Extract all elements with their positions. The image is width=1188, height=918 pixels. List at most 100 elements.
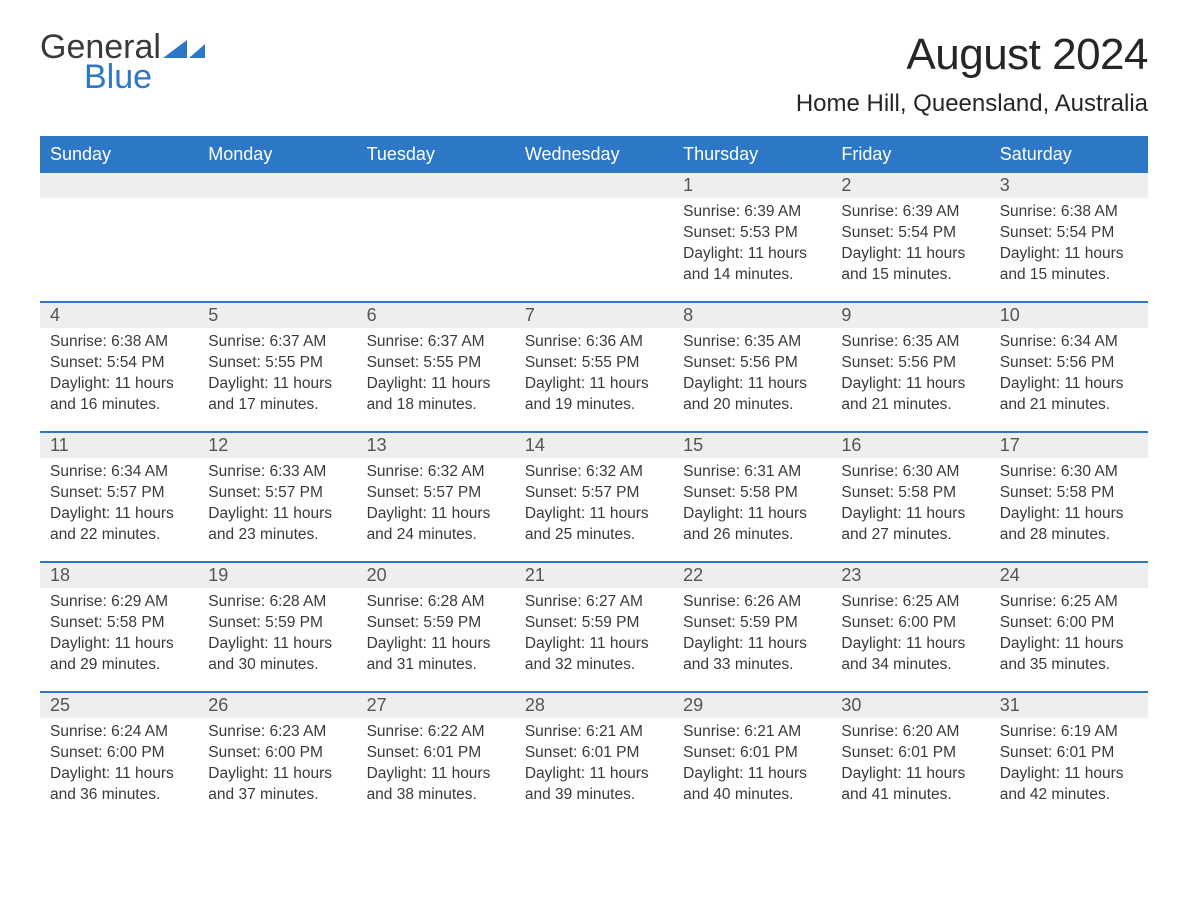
day-number: 10	[990, 303, 1148, 328]
day-cell: 22Sunrise: 6:26 AMSunset: 5:59 PMDayligh…	[673, 563, 831, 691]
day-body: Sunrise: 6:22 AMSunset: 6:01 PMDaylight:…	[357, 718, 515, 814]
day-number	[515, 173, 673, 198]
daylight-line: Daylight: 11 hours and 23 minutes.	[208, 504, 346, 546]
day-cell: 13Sunrise: 6:32 AMSunset: 5:57 PMDayligh…	[357, 433, 515, 561]
sunset-line: Sunset: 5:57 PM	[208, 483, 346, 504]
day-cell: 8Sunrise: 6:35 AMSunset: 5:56 PMDaylight…	[673, 303, 831, 431]
day-cell: 12Sunrise: 6:33 AMSunset: 5:57 PMDayligh…	[198, 433, 356, 561]
day-number: 12	[198, 433, 356, 458]
sunrise-line: Sunrise: 6:38 AM	[1000, 202, 1138, 223]
sunset-line: Sunset: 5:55 PM	[525, 353, 663, 374]
day-body: Sunrise: 6:30 AMSunset: 5:58 PMDaylight:…	[831, 458, 989, 554]
day-cell: 26Sunrise: 6:23 AMSunset: 6:00 PMDayligh…	[198, 693, 356, 821]
day-cell: 15Sunrise: 6:31 AMSunset: 5:58 PMDayligh…	[673, 433, 831, 561]
day-cell: 31Sunrise: 6:19 AMSunset: 6:01 PMDayligh…	[990, 693, 1148, 821]
weeks-container: 1Sunrise: 6:39 AMSunset: 5:53 PMDaylight…	[40, 173, 1148, 821]
day-cell: 5Sunrise: 6:37 AMSunset: 5:55 PMDaylight…	[198, 303, 356, 431]
day-number: 8	[673, 303, 831, 328]
day-body: Sunrise: 6:20 AMSunset: 6:01 PMDaylight:…	[831, 718, 989, 814]
day-cell: 9Sunrise: 6:35 AMSunset: 5:56 PMDaylight…	[831, 303, 989, 431]
day-number: 20	[357, 563, 515, 588]
daylight-line: Daylight: 11 hours and 15 minutes.	[841, 244, 979, 286]
sunset-line: Sunset: 5:57 PM	[525, 483, 663, 504]
sunrise-line: Sunrise: 6:39 AM	[683, 202, 821, 223]
daylight-line: Daylight: 11 hours and 27 minutes.	[841, 504, 979, 546]
day-body: Sunrise: 6:36 AMSunset: 5:55 PMDaylight:…	[515, 328, 673, 424]
day-number: 28	[515, 693, 673, 718]
sunrise-line: Sunrise: 6:21 AM	[525, 722, 663, 743]
daylight-line: Daylight: 11 hours and 35 minutes.	[1000, 634, 1138, 676]
day-cell: 1Sunrise: 6:39 AMSunset: 5:53 PMDaylight…	[673, 173, 831, 301]
day-body	[40, 198, 198, 210]
daylight-line: Daylight: 11 hours and 32 minutes.	[525, 634, 663, 676]
day-number: 11	[40, 433, 198, 458]
sunrise-line: Sunrise: 6:25 AM	[841, 592, 979, 613]
month-title: August 2024	[796, 30, 1148, 80]
day-body: Sunrise: 6:24 AMSunset: 6:00 PMDaylight:…	[40, 718, 198, 814]
sunset-line: Sunset: 5:58 PM	[841, 483, 979, 504]
sunset-line: Sunset: 6:01 PM	[1000, 743, 1138, 764]
sunrise-line: Sunrise: 6:35 AM	[841, 332, 979, 353]
dow-header-row: Sunday Monday Tuesday Wednesday Thursday…	[40, 136, 1148, 173]
sunrise-line: Sunrise: 6:28 AM	[367, 592, 505, 613]
daylight-line: Daylight: 11 hours and 21 minutes.	[841, 374, 979, 416]
week-row: 4Sunrise: 6:38 AMSunset: 5:54 PMDaylight…	[40, 301, 1148, 431]
daylight-line: Daylight: 11 hours and 15 minutes.	[1000, 244, 1138, 286]
day-cell: 29Sunrise: 6:21 AMSunset: 6:01 PMDayligh…	[673, 693, 831, 821]
daylight-line: Daylight: 11 hours and 29 minutes.	[50, 634, 188, 676]
sunset-line: Sunset: 5:58 PM	[50, 613, 188, 634]
day-body: Sunrise: 6:32 AMSunset: 5:57 PMDaylight:…	[357, 458, 515, 554]
day-body: Sunrise: 6:30 AMSunset: 5:58 PMDaylight:…	[990, 458, 1148, 554]
day-cell: 11Sunrise: 6:34 AMSunset: 5:57 PMDayligh…	[40, 433, 198, 561]
daylight-line: Daylight: 11 hours and 26 minutes.	[683, 504, 821, 546]
sunset-line: Sunset: 6:00 PM	[50, 743, 188, 764]
sunset-line: Sunset: 5:54 PM	[50, 353, 188, 374]
daylight-line: Daylight: 11 hours and 20 minutes.	[683, 374, 821, 416]
sunset-line: Sunset: 5:59 PM	[208, 613, 346, 634]
day-cell: 6Sunrise: 6:37 AMSunset: 5:55 PMDaylight…	[357, 303, 515, 431]
brand-triangle-icon	[163, 30, 205, 64]
daylight-line: Daylight: 11 hours and 40 minutes.	[683, 764, 821, 806]
daylight-line: Daylight: 11 hours and 18 minutes.	[367, 374, 505, 416]
daylight-line: Daylight: 11 hours and 21 minutes.	[1000, 374, 1138, 416]
day-cell: 27Sunrise: 6:22 AMSunset: 6:01 PMDayligh…	[357, 693, 515, 821]
week-row: 18Sunrise: 6:29 AMSunset: 5:58 PMDayligh…	[40, 561, 1148, 691]
day-cell	[40, 173, 198, 301]
sunset-line: Sunset: 6:01 PM	[683, 743, 821, 764]
daylight-line: Daylight: 11 hours and 31 minutes.	[367, 634, 505, 676]
dow-thursday: Thursday	[673, 136, 831, 173]
sunset-line: Sunset: 5:56 PM	[841, 353, 979, 374]
sunrise-line: Sunrise: 6:35 AM	[683, 332, 821, 353]
day-cell: 18Sunrise: 6:29 AMSunset: 5:58 PMDayligh…	[40, 563, 198, 691]
day-body: Sunrise: 6:27 AMSunset: 5:59 PMDaylight:…	[515, 588, 673, 684]
sunset-line: Sunset: 5:58 PM	[1000, 483, 1138, 504]
day-cell: 16Sunrise: 6:30 AMSunset: 5:58 PMDayligh…	[831, 433, 989, 561]
day-number: 26	[198, 693, 356, 718]
day-number: 22	[673, 563, 831, 588]
sunrise-line: Sunrise: 6:19 AM	[1000, 722, 1138, 743]
day-body: Sunrise: 6:25 AMSunset: 6:00 PMDaylight:…	[990, 588, 1148, 684]
dow-tuesday: Tuesday	[357, 136, 515, 173]
daylight-line: Daylight: 11 hours and 39 minutes.	[525, 764, 663, 806]
sunrise-line: Sunrise: 6:31 AM	[683, 462, 821, 483]
day-body	[357, 198, 515, 210]
sunset-line: Sunset: 5:59 PM	[683, 613, 821, 634]
day-number: 7	[515, 303, 673, 328]
sunrise-line: Sunrise: 6:36 AM	[525, 332, 663, 353]
day-body: Sunrise: 6:33 AMSunset: 5:57 PMDaylight:…	[198, 458, 356, 554]
day-body	[515, 198, 673, 210]
day-cell: 10Sunrise: 6:34 AMSunset: 5:56 PMDayligh…	[990, 303, 1148, 431]
sunrise-line: Sunrise: 6:30 AM	[841, 462, 979, 483]
sunrise-line: Sunrise: 6:34 AM	[50, 462, 188, 483]
daylight-line: Daylight: 11 hours and 14 minutes.	[683, 244, 821, 286]
day-cell: 7Sunrise: 6:36 AMSunset: 5:55 PMDaylight…	[515, 303, 673, 431]
day-cell: 23Sunrise: 6:25 AMSunset: 6:00 PMDayligh…	[831, 563, 989, 691]
day-number: 31	[990, 693, 1148, 718]
day-number: 23	[831, 563, 989, 588]
daylight-line: Daylight: 11 hours and 17 minutes.	[208, 374, 346, 416]
day-body: Sunrise: 6:21 AMSunset: 6:01 PMDaylight:…	[673, 718, 831, 814]
week-row: 25Sunrise: 6:24 AMSunset: 6:00 PMDayligh…	[40, 691, 1148, 821]
sunrise-line: Sunrise: 6:37 AM	[367, 332, 505, 353]
brand-logo: General Blue	[40, 30, 205, 97]
sunrise-line: Sunrise: 6:34 AM	[1000, 332, 1138, 353]
